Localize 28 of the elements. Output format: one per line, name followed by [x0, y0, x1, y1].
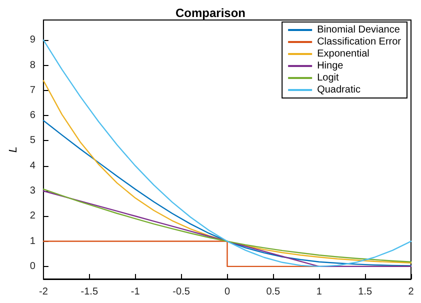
x-tick-label: 2	[408, 286, 414, 298]
y-tick-label: 5	[30, 135, 36, 146]
legend-label: Hinge	[317, 60, 344, 72]
x-tick-label: 1.5	[358, 286, 372, 298]
y-tick-label: 7	[30, 84, 36, 96]
legend-label: Logit	[317, 72, 339, 84]
chart-title: Comparison	[175, 6, 246, 20]
y-tick-label: 4	[30, 160, 36, 172]
x-tick-label: -2	[39, 286, 48, 298]
y-tick-label: 6	[30, 110, 36, 122]
line-series	[42, 120, 412, 266]
x-tick-label: -1	[130, 286, 140, 298]
y-tick-label: 2	[30, 210, 36, 222]
legend-label: Binomial Deviance	[317, 24, 400, 36]
y-tick-label: 0	[30, 260, 36, 272]
x-tick-label: 0.5	[266, 286, 281, 298]
x-tick-label: -0.5	[172, 286, 190, 298]
y-tick-label: 8	[30, 60, 36, 71]
x-tick-label: 0	[224, 286, 230, 298]
x-tick-label: 1	[316, 286, 322, 298]
legend-label: Exponential	[317, 48, 370, 60]
y-tick-label: 9	[30, 34, 36, 46]
legend-label: Quadratic	[317, 84, 360, 96]
legend-label: Classification Error	[317, 36, 402, 48]
y-axis-title: L	[8, 146, 20, 153]
y-tick-label: 1	[30, 236, 36, 247]
y-tick-label: 3	[30, 185, 36, 196]
x-tick-label: -1.5	[80, 286, 98, 298]
